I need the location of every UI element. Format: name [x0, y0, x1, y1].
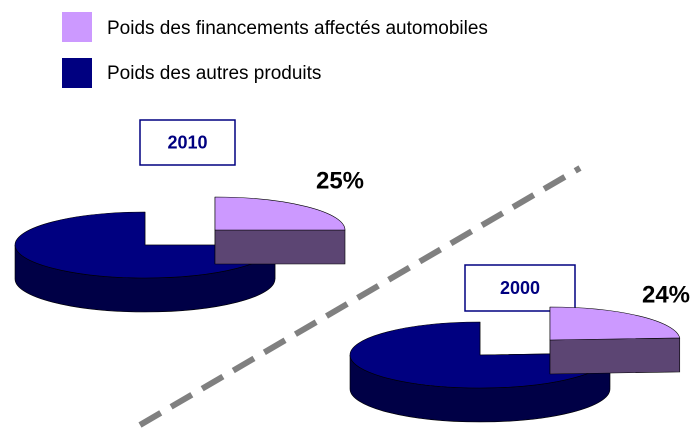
chart-title: 2010 — [167, 132, 207, 152]
legend-label: Poids des autres produits — [107, 63, 321, 84]
title-frame — [464, 264, 576, 312]
chart-title: 2000 — [500, 278, 540, 298]
divider — [138, 165, 582, 428]
value-label: 24% — [642, 281, 690, 308]
slice-face — [549, 337, 681, 375]
pie-slice — [549, 306, 681, 375]
slice-top — [549, 306, 681, 341]
legend-label: Poids des financements affectés automobi… — [107, 18, 488, 39]
pie-slice — [14, 211, 276, 313]
slice-top — [214, 196, 346, 231]
title-box: 2010 — [139, 119, 236, 166]
slice-top — [14, 211, 276, 279]
slice-top — [349, 321, 611, 389]
pie-slice — [214, 196, 346, 265]
title-frame — [139, 119, 236, 166]
legend-swatch — [62, 58, 92, 88]
legend-swatch — [62, 12, 92, 42]
title-box: 2000 — [464, 264, 576, 312]
value-label: 25% — [316, 167, 364, 194]
slice-face — [214, 229, 346, 265]
